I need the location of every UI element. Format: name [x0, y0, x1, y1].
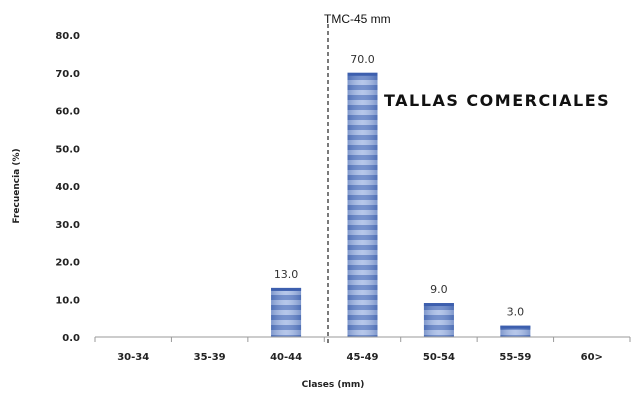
bar [347, 72, 378, 337]
bars [271, 72, 531, 337]
x-axis-ticks: 30-34 35-39 40-44 45-49 50-54 55-59 60> [117, 352, 603, 363]
x-tick-label: 30-34 [117, 352, 149, 363]
y-axis-ticks: 0.0 10.0 20.0 30.0 40.0 50.0 60.0 70.0 80.0 [55, 31, 80, 344]
reference-line-label: TMC-45 mm [324, 12, 391, 26]
y-tick-label: 10.0 [55, 295, 80, 306]
data-label: 13.0 [274, 268, 299, 281]
data-label: 70.0 [350, 53, 375, 66]
x-tick-label: 45-49 [347, 352, 379, 363]
data-label: 3.0 [507, 306, 525, 319]
data-label: 9.0 [430, 283, 448, 296]
y-tick-label: 70.0 [55, 69, 80, 80]
bar [500, 325, 531, 337]
y-tick-label: 40.0 [55, 182, 80, 193]
y-tick-label: 20.0 [55, 258, 80, 269]
x-tick-label: 50-54 [423, 352, 455, 363]
x-axis-label: Clases (mm) [302, 380, 365, 390]
data-labels: 13.0 70.0 9.0 3.0 [274, 53, 524, 319]
bar [271, 287, 302, 337]
x-tick-label: 55-59 [499, 352, 531, 363]
bar [423, 303, 454, 337]
y-tick-label: 0.0 [62, 333, 80, 344]
y-axis-label: Frecuencia (%) [12, 148, 22, 223]
y-tick-label: 80.0 [55, 31, 80, 42]
x-tick-label: 60> [581, 352, 603, 363]
y-tick-label: 60.0 [55, 107, 80, 118]
x-tick-label: 35-39 [194, 352, 226, 363]
y-tick-label: 30.0 [55, 220, 80, 231]
y-tick-label: 50.0 [55, 144, 80, 155]
x-tick-label: 40-44 [270, 352, 302, 363]
x-axis-tick-marks [94, 337, 631, 342]
region-label: TALLAS COMERCIALES [384, 91, 610, 110]
